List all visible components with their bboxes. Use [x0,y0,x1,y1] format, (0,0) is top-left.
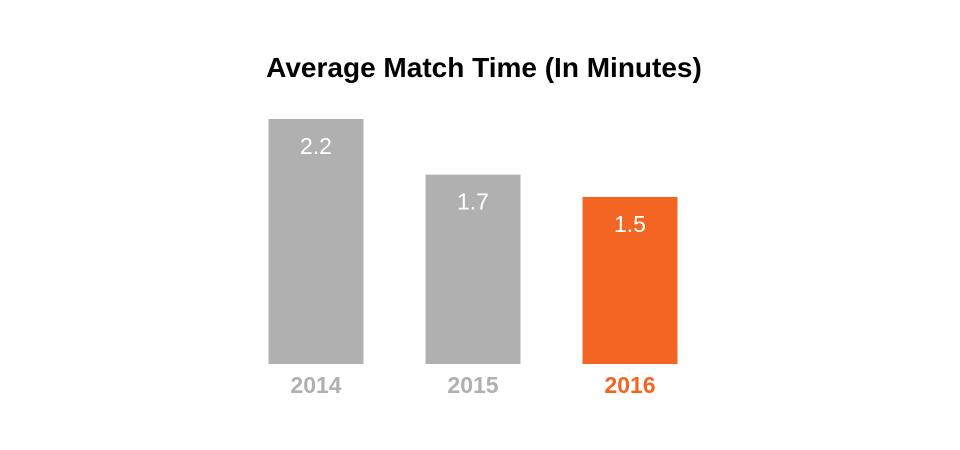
category-label-2015: 2015 [447,372,498,398]
bar-2016 [582,196,678,364]
bar-2015 [425,174,521,364]
value-labels-group: 2.2 1.7 1.5 [300,133,646,237]
category-label-2016: 2016 [604,372,655,398]
value-label-2016: 1.5 [614,211,646,237]
value-label-2015: 1.7 [457,189,489,215]
value-label-2014: 2.2 [300,133,332,159]
bars-group [268,119,678,364]
chart-title: Average Match Time (In Minutes) [266,52,702,83]
bar-2014 [268,119,364,364]
category-labels-group: 2014 2015 2016 [290,372,655,398]
category-label-2014: 2014 [290,372,341,398]
